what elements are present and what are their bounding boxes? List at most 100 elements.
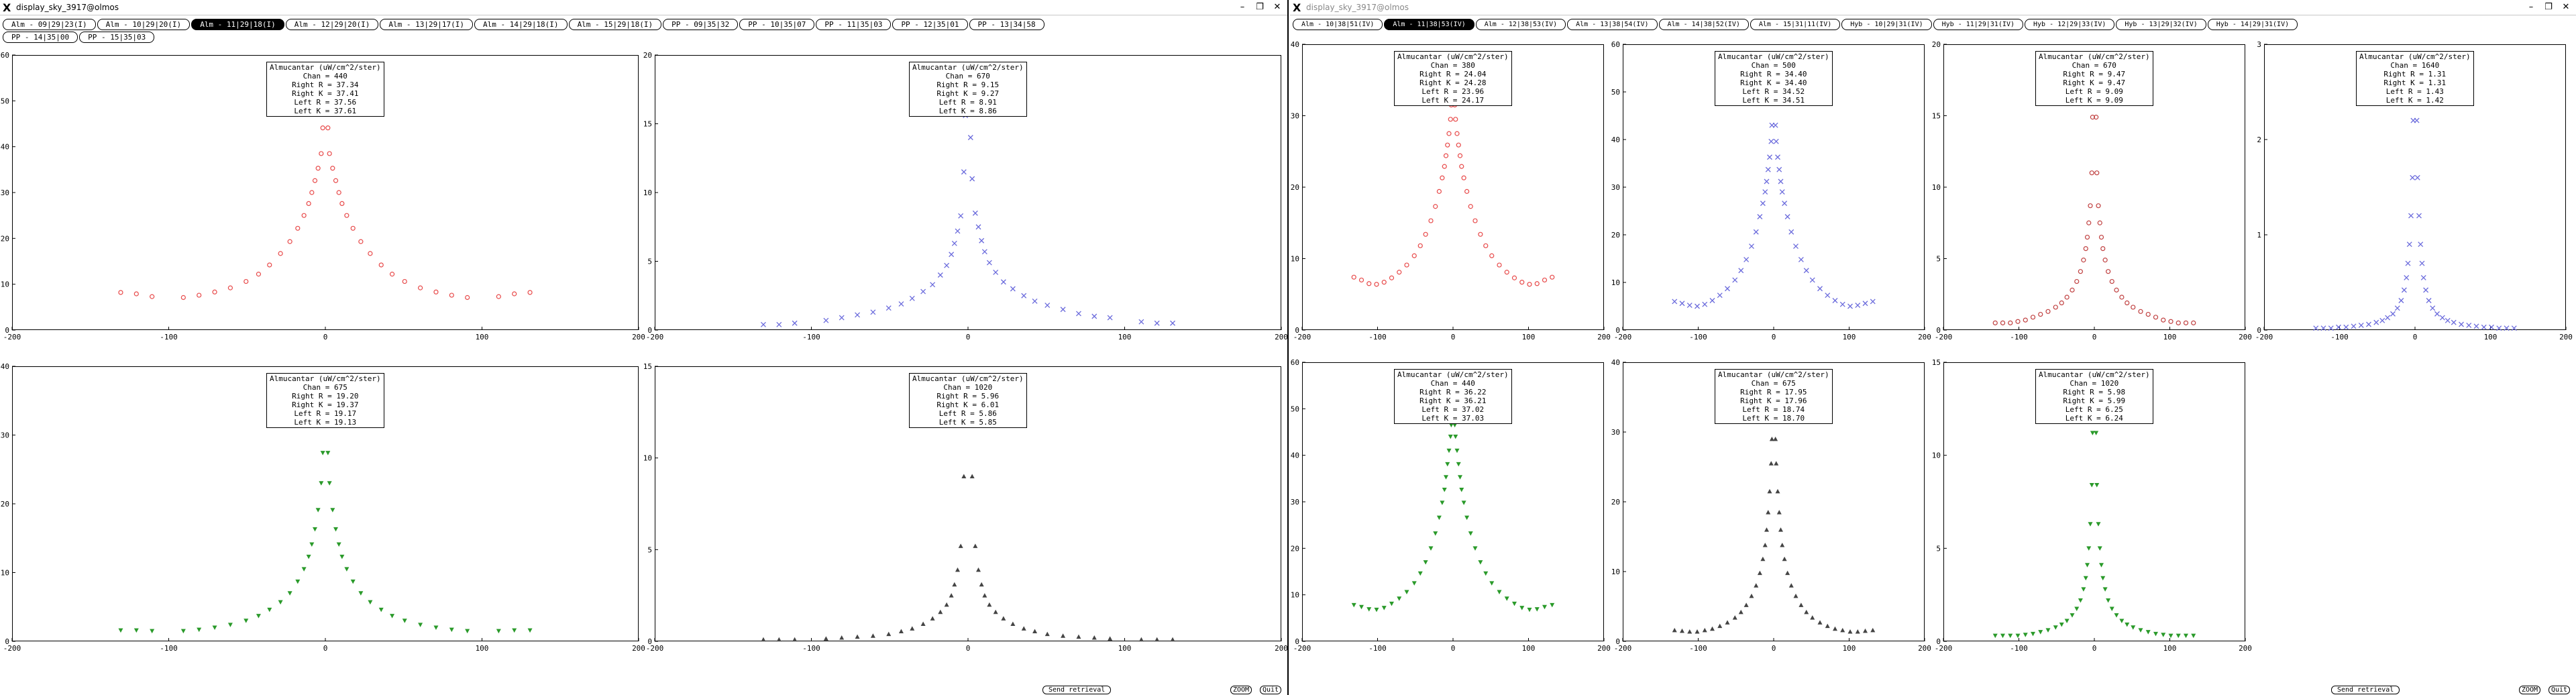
- x-tick-label: 0: [323, 333, 328, 341]
- tab-alm-09-29-23-i[interactable]: Alm - 09|29|23(I): [3, 19, 96, 30]
- right-tab-bar: Alm - 10|38|51(IV) Alm - 11|38|53(IV) Alm …: [1290, 16, 2576, 44]
- data-point: [910, 626, 915, 631]
- data-point: [2408, 213, 2414, 219]
- tab-hyb-12-29-33-iv[interactable]: Hyb - 12|29|33(IV): [2025, 19, 2115, 30]
- data-point: [295, 225, 301, 231]
- send-retrieval-button[interactable]: Send retrieval: [2331, 686, 2400, 694]
- close-icon[interactable]: ✕: [1273, 2, 1281, 12]
- tab-pp-11-35-03[interactable]: PP - 11|35|03: [816, 19, 892, 30]
- maximize-icon[interactable]: ❐: [2544, 2, 2553, 12]
- tab-hyb-13-29-32-iv[interactable]: Hyb - 13|29|32(IV): [2116, 19, 2206, 30]
- tab-alm-15-29-18-i[interactable]: Alm - 15|29|18(I): [568, 19, 662, 30]
- tab-pp-12-35-01[interactable]: PP - 12|35|01: [892, 19, 968, 30]
- tab-pp-10-35-07[interactable]: PP - 10|35|07: [739, 19, 815, 30]
- y-tick-label: 40: [1291, 40, 1299, 49]
- data-point: [1453, 117, 1458, 122]
- data-point: [1803, 268, 1809, 274]
- data-point: [2099, 563, 2104, 568]
- x-tick-label: -200: [1614, 644, 1632, 653]
- minimize-icon[interactable]: –: [2528, 2, 2534, 12]
- data-point: [1782, 201, 1788, 207]
- quit-button[interactable]: Quit: [2548, 686, 2571, 694]
- data-point: [2176, 320, 2181, 325]
- series-points: [2313, 117, 2517, 331]
- tab-alm-11-38-53-iv[interactable]: Alm - 11|38|53(IV): [1384, 19, 1474, 30]
- data-point: [315, 166, 321, 171]
- tab-alm-14-29-18-i[interactable]: Alm - 14|29|18(I): [474, 19, 568, 30]
- left-titlebar[interactable]: X display_sky_3917@olmos – ❐ ✕: [0, 0, 1287, 15]
- data-point: [1778, 527, 1783, 532]
- data-point: [2000, 320, 2006, 325]
- data-point: [512, 628, 517, 633]
- data-point: [278, 600, 283, 605]
- data-point: [2094, 170, 2100, 176]
- data-point: [1749, 593, 1754, 598]
- data-point: [344, 567, 350, 572]
- close-icon[interactable]: ✕: [2562, 2, 2570, 12]
- data-point: [1863, 628, 1868, 633]
- tab-alm-11-29-18-i[interactable]: Alm - 11|29|18(I): [191, 19, 284, 30]
- tab-alm-10-29-20-i[interactable]: Alm - 10|29|20(I): [97, 19, 191, 30]
- data-point: [1764, 527, 1769, 532]
- data-point: [327, 151, 332, 156]
- data-point: [1810, 615, 1815, 620]
- tab-pp-13-34-58[interactable]: PP - 13|34|58: [969, 19, 1044, 30]
- x-tick-label: -200: [1293, 644, 1311, 653]
- data-point: [1021, 626, 1026, 631]
- maximize-icon[interactable]: ❐: [1256, 2, 1264, 12]
- data-point: [1769, 436, 1774, 441]
- zoom-button[interactable]: ZOOM: [2519, 686, 2541, 694]
- data-point: [2131, 305, 2136, 310]
- data-point: [955, 567, 960, 572]
- tab-alm-10-38-51-iv[interactable]: Alm - 10|38|51(IV): [1293, 19, 1383, 30]
- data-point: [2489, 324, 2494, 330]
- data-point: [2083, 246, 2088, 252]
- x-tick-label: 100: [476, 333, 489, 341]
- send-retrieval-button[interactable]: Send retrieval: [1042, 686, 1112, 694]
- y-tick-label: 0: [5, 326, 9, 335]
- data-point: [2096, 203, 2101, 209]
- data-point: [150, 629, 155, 634]
- quit-button[interactable]: Quit: [1260, 686, 1282, 694]
- data-point: [1757, 570, 1762, 576]
- tab-alm-13-29-17-i[interactable]: Alm - 13|29|17(I): [380, 19, 473, 30]
- left-tab-bar: Alm - 09|29|23(I) Alm - 10|29|20(I) Alm - …: [0, 16, 1287, 44]
- data-point: [1044, 303, 1051, 309]
- x-tick-label: 0: [2092, 333, 2097, 341]
- x-tick-label: -200: [3, 333, 21, 341]
- tab-pp-09-35-32[interactable]: PP - 09|35|32: [663, 19, 739, 30]
- tab-pp-14-35-00[interactable]: PP - 14|35|00: [3, 32, 78, 43]
- data-point: [527, 290, 533, 295]
- tab-pp-15-35-03[interactable]: PP - 15|35|03: [79, 32, 155, 43]
- x-tick-label: 100: [1843, 333, 1856, 341]
- data-point: [1760, 556, 1766, 562]
- minimize-icon[interactable]: –: [1240, 2, 1245, 12]
- data-point: [1767, 488, 1772, 494]
- data-point: [417, 285, 423, 290]
- data-point: [212, 289, 217, 295]
- data-point: [2097, 220, 2102, 225]
- tab-hyb-10-29-31-iv[interactable]: Hyb - 10|29|31(IV): [1841, 19, 1932, 30]
- data-point: [2414, 174, 2420, 180]
- tab-hyb-11-29-31-iv[interactable]: Hyb - 11|29|31(IV): [1933, 19, 2023, 30]
- data-point: [1443, 153, 1449, 158]
- data-point: [1389, 601, 1394, 606]
- tab-alm-14-38-52-iv[interactable]: Alm - 14|38|52(IV): [1658, 19, 1749, 30]
- data-point: [2106, 269, 2111, 274]
- data-point: [449, 292, 454, 298]
- tab-alm-15-31-11-iv[interactable]: Alm - 15|31|11(IV): [1750, 19, 1841, 30]
- data-point: [1775, 488, 1780, 494]
- data-point: [2059, 623, 2064, 627]
- x-tick-label: -200: [1614, 333, 1632, 341]
- data-point: [938, 609, 943, 614]
- x-tick-label: 200: [632, 333, 645, 341]
- right-titlebar[interactable]: X display_sky_3917@olmos – ❐ ✕: [1290, 0, 2576, 15]
- data-point: [1458, 475, 1462, 480]
- tab-alm-12-29-20-i[interactable]: Alm - 12|29|20(I): [285, 19, 379, 30]
- y-tick-label: 60: [1291, 358, 1299, 367]
- tab-alm-12-38-53-iv[interactable]: Alm - 12|38|53(IV): [1475, 19, 1566, 30]
- tab-alm-13-38-54-iv[interactable]: Alm - 13|38|54(IV): [1567, 19, 1658, 30]
- zoom-button[interactable]: ZOOM: [1230, 686, 1252, 694]
- data-point: [465, 629, 470, 634]
- tab-hyb-14-29-31-iv[interactable]: Hyb - 14|29|31(IV): [2207, 19, 2298, 30]
